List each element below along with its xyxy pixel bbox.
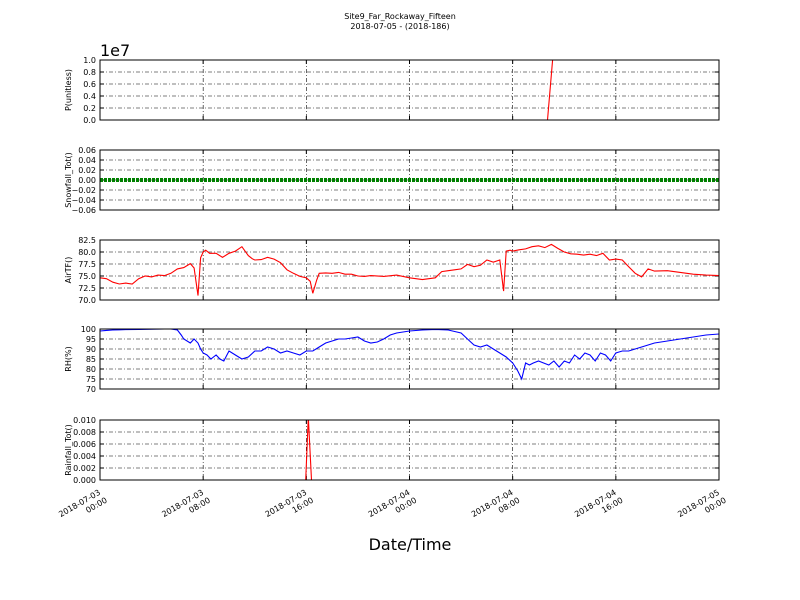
y-axis-label: Rainfall_Tot() xyxy=(64,424,73,476)
y-tick-label: 0.06 xyxy=(78,146,96,155)
x-tick-label: 2018-07-0400:00 xyxy=(367,487,419,528)
y-tick-label: 0.4 xyxy=(83,92,96,101)
x-tick-label: 2018-07-0416:00 xyxy=(573,487,625,528)
y-tick-label: 100 xyxy=(81,325,96,334)
y-tick-label: −0.02 xyxy=(71,186,96,195)
subplot-3: 70.0 72.5 75.0 77.5 80.0 82.5 AirTF() xyxy=(64,236,720,305)
y-tick-label: 0.006 xyxy=(73,440,96,449)
y-tick-label: 85 xyxy=(86,355,96,364)
y-tick-label: 90 xyxy=(86,345,96,354)
y-tick-label: 0.010 xyxy=(73,416,96,425)
series-line xyxy=(100,60,554,120)
y-tick-label: 0.0 xyxy=(83,116,96,125)
y-tick-label: 0.6 xyxy=(83,80,96,89)
y-tick-label: 70 xyxy=(86,385,96,394)
y-tick-label: 0.8 xyxy=(83,68,96,77)
subplot-1: 0.0 0.2 0.4 0.6 0.8 1.0 P(unitless) 1e7 xyxy=(64,41,720,125)
plot-frame xyxy=(99,149,720,211)
x-tick-label: 2018-07-0308:00 xyxy=(160,487,212,528)
chart-subtitle: 2018-07-05 - (2018-186) xyxy=(350,22,449,31)
y-tick-label: 0.008 xyxy=(73,428,96,437)
y-tick-label: −0.04 xyxy=(71,196,96,205)
x-tick-labels: 2018-07-0300:00 2018-07-0308:00 2018-07-03… xyxy=(57,487,728,528)
y-tick-label: 0.2 xyxy=(83,104,96,113)
y-tick-label: 70.0 xyxy=(78,296,96,305)
y-tick-label: 75.0 xyxy=(78,272,96,281)
y-offset-label: 1e7 xyxy=(100,41,130,60)
x-tick-label: 2018-07-0300:00 xyxy=(57,487,109,528)
x-tick-label: 2018-07-0500:00 xyxy=(676,487,728,528)
plot-frame xyxy=(99,239,720,301)
plot-frame xyxy=(99,419,720,481)
plot-frame xyxy=(99,328,720,390)
y-tick-label: 80 xyxy=(86,365,96,374)
y-tick-label: −0.06 xyxy=(71,206,96,215)
y-tick-label: 72.5 xyxy=(78,284,96,293)
y-tick-label: 80.0 xyxy=(78,248,96,257)
y-axis-label: AirTF() xyxy=(64,257,73,284)
y-tick-label: 0.004 xyxy=(73,452,96,461)
y-tick-label: 0.04 xyxy=(78,156,96,165)
y-tick-label: 0.000 xyxy=(73,476,96,485)
y-axis-label: RH(%) xyxy=(64,346,73,371)
y-axis-label: Snowfall_Tot() xyxy=(64,152,73,208)
x-tick-label: 2018-07-0316:00 xyxy=(264,487,316,528)
y-tick-label: 0.002 xyxy=(73,464,96,473)
y-tick-label: 82.5 xyxy=(78,236,96,245)
y-tick-label: 0.00 xyxy=(78,176,96,185)
series-line xyxy=(100,243,719,296)
series-line xyxy=(100,329,719,381)
subplot-5: 0.000 0.002 0.004 0.006 0.008 0.010Rainfall_T… xyxy=(64,416,720,485)
plot-frame xyxy=(99,59,720,121)
y-axis-label: P(unitless) xyxy=(64,69,73,111)
y-tick-label: 77.5 xyxy=(78,260,96,269)
y-tick-label: 75 xyxy=(86,375,96,384)
subplots: 0.00.20.40.60.81.0P(unitless)1e7−0.06−0.… xyxy=(64,41,720,485)
subplot-2: −0.06−0.04−0.020.000.020.040.06 Snowfall_… xyxy=(64,146,720,215)
y-tick-label: 0.02 xyxy=(78,166,96,175)
x-axis-label: Date/Time xyxy=(369,535,452,554)
y-tick-label: 95 xyxy=(86,335,96,344)
chart-title: Site9_Far_Rockaway_Fifteen xyxy=(344,12,456,21)
x-tick-label: 2018-07-0408:00 xyxy=(470,487,522,528)
y-tick-label: 1.0 xyxy=(83,56,96,65)
